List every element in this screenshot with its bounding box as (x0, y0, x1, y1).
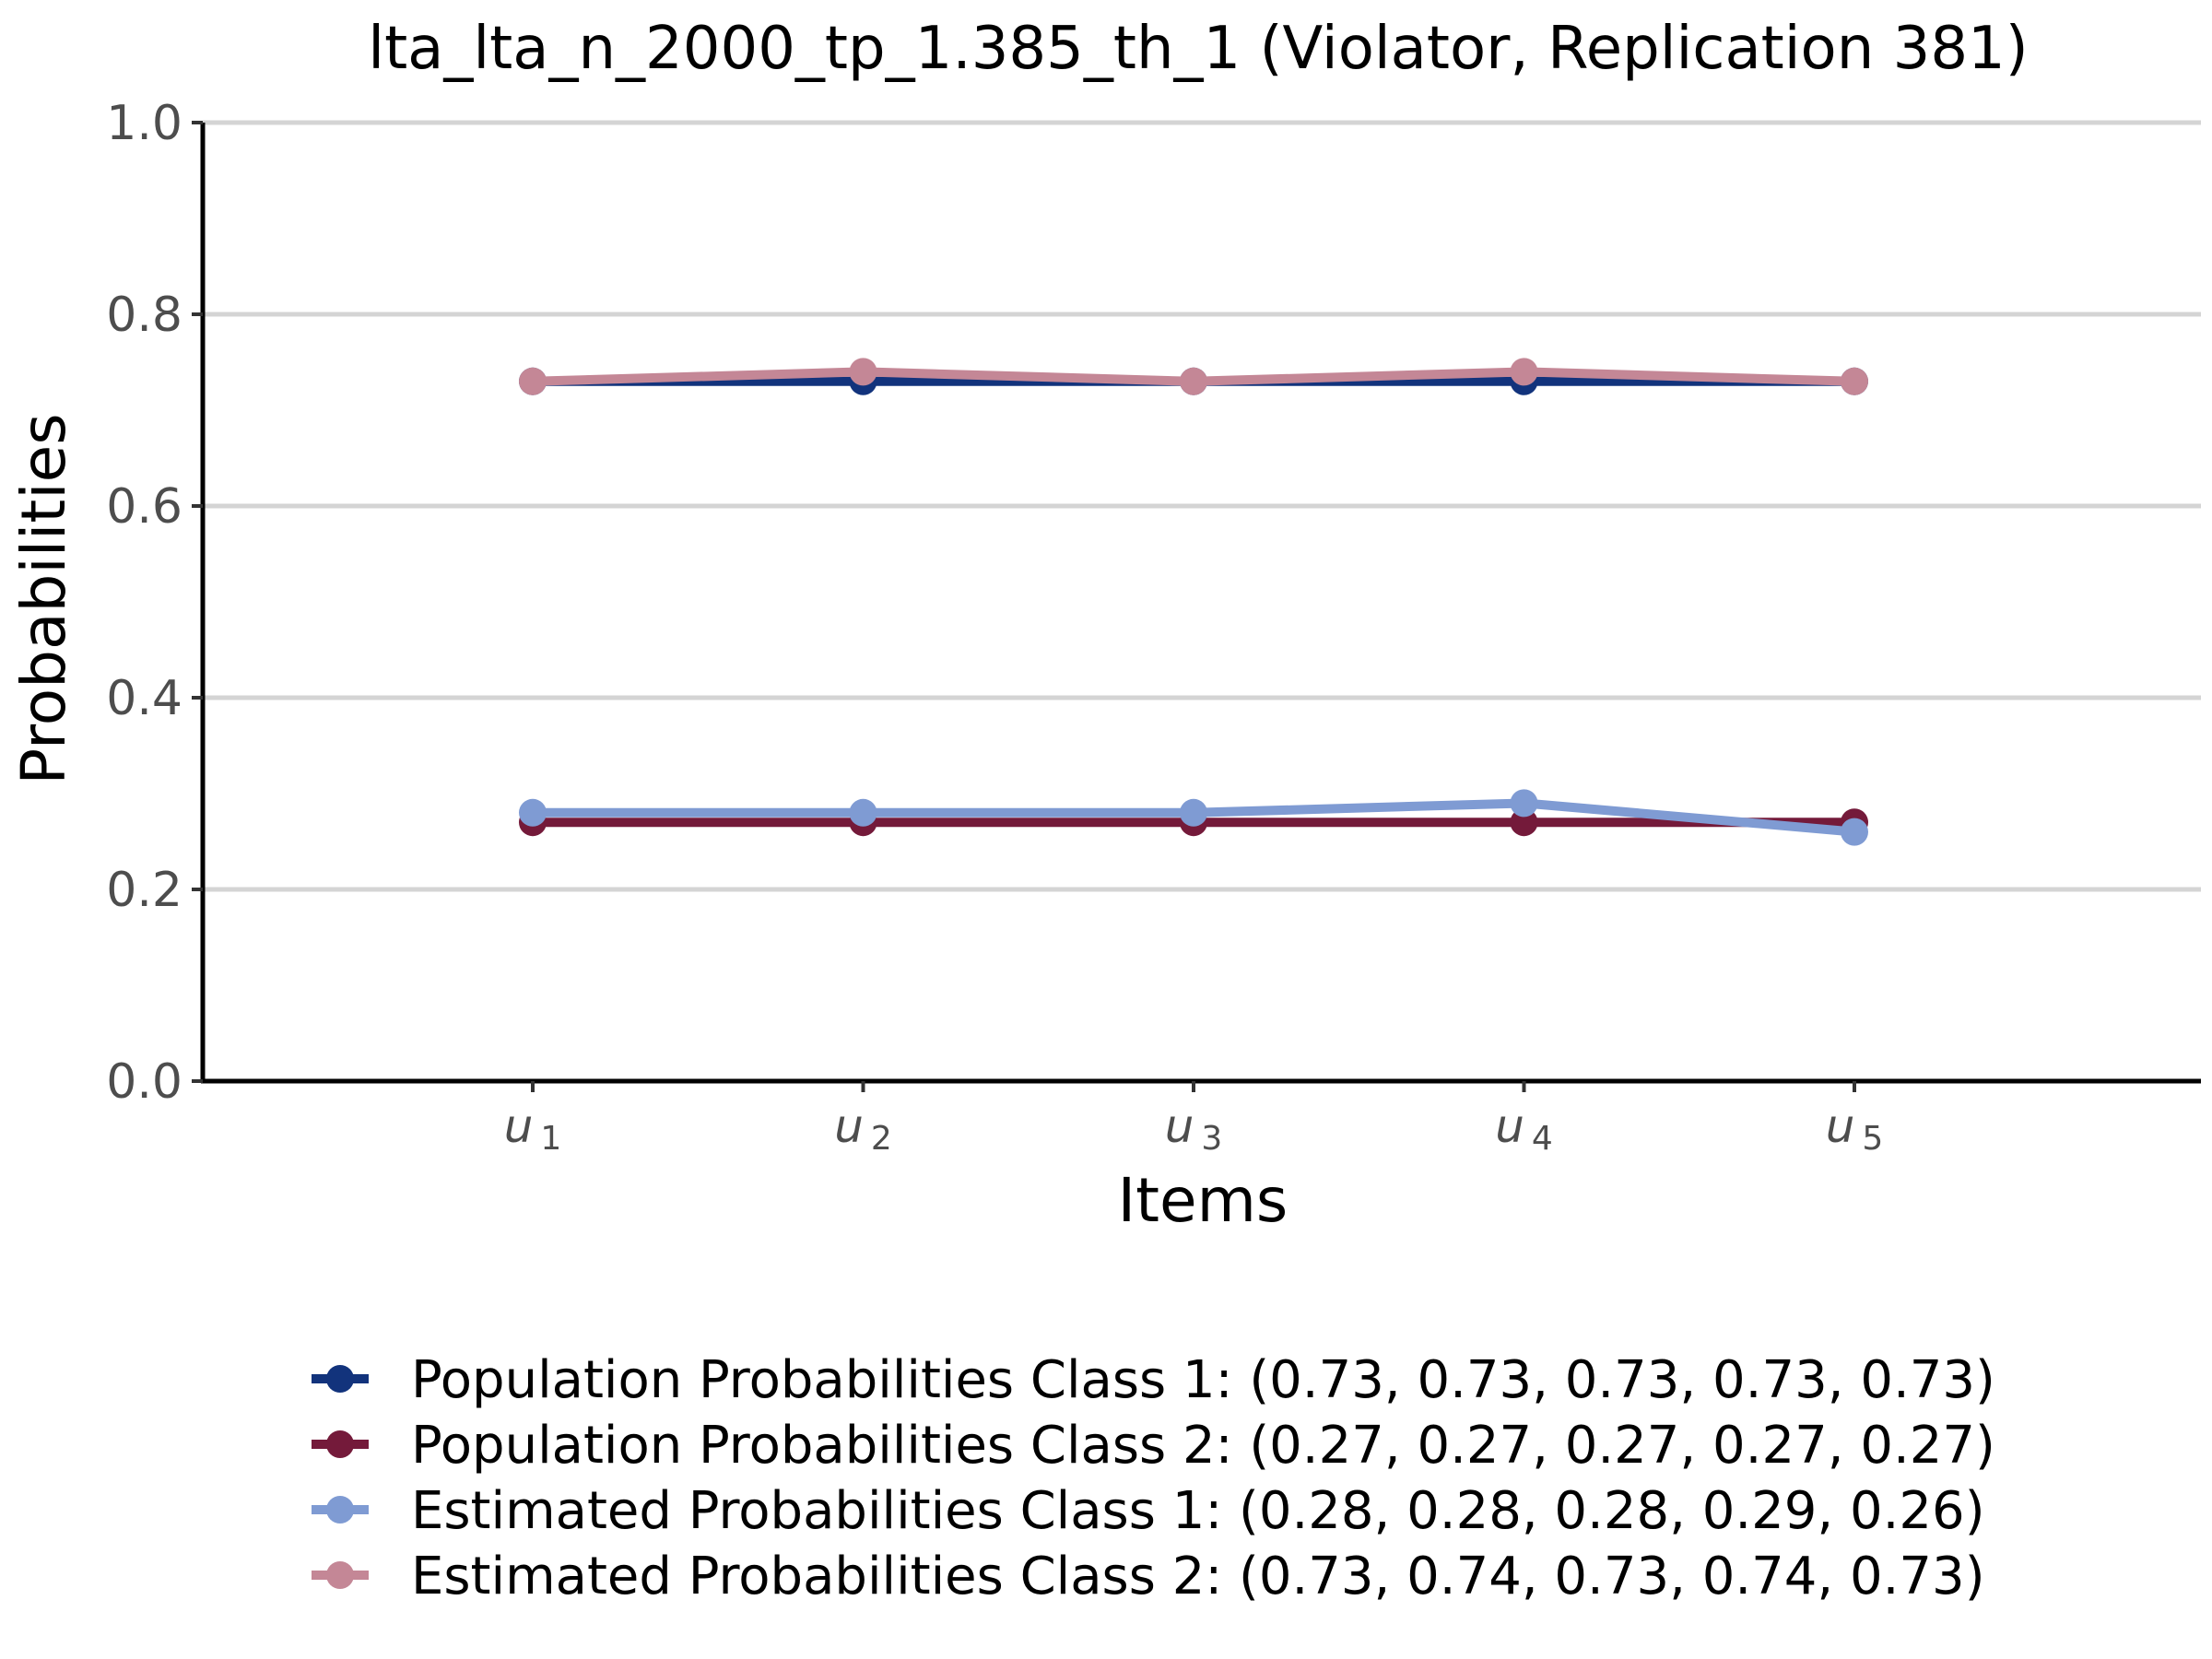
data-point (1510, 789, 1538, 818)
axes (200, 123, 2201, 1084)
y-tick-label: 0.0 (106, 1054, 182, 1110)
legend-key-point (326, 1430, 354, 1458)
legend-key-point (326, 1365, 354, 1393)
data-point (519, 798, 547, 827)
data-point (1841, 367, 1868, 395)
series-4 (519, 358, 1868, 395)
data-point (1841, 818, 1868, 846)
y-tick-label: 0.8 (106, 288, 182, 343)
legend-key-point (326, 1561, 354, 1589)
data-point (1510, 808, 1538, 837)
chart-title: lta_lta_n_2000_tp_1.385_th_1 (Violator, … (368, 15, 2028, 83)
series-lines (519, 358, 1868, 846)
legend-item: Population Probabilities Class 1: (0.73,… (312, 1350, 1995, 1410)
legend-key-point (326, 1496, 354, 1524)
y-tick-label: 0.4 (106, 671, 182, 726)
series-3 (519, 789, 1868, 846)
legend-item: Population Probabilities Class 2: (0.27,… (312, 1416, 1995, 1476)
data-point (1510, 358, 1538, 386)
data-point (849, 358, 877, 386)
data-point (1180, 367, 1207, 395)
data-point (1180, 798, 1207, 827)
grid-lines (203, 120, 2201, 892)
data-point (849, 798, 877, 827)
legend-label: Population Probabilities Class 1: (0.73,… (411, 1350, 1995, 1410)
y-tick-label: 1.0 (106, 96, 182, 151)
legend-label: Estimated Probabilities Class 1: (0.28, … (411, 1481, 1985, 1541)
legend-item: Estimated Probabilities Class 1: (0.28, … (312, 1481, 1985, 1541)
y-axis-title: Probabilities (8, 413, 79, 784)
legend: Population Probabilities Class 1: (0.73,… (312, 1350, 1995, 1606)
legend-label: Population Probabilities Class 2: (0.27,… (411, 1416, 1995, 1476)
y-axis-ticks: 0.0 0.2 0.4 0.6 0.8 1.0 (106, 96, 203, 1110)
y-tick-label: 0.6 (106, 479, 182, 535)
y-tick-label: 0.2 (106, 863, 182, 918)
legend-label: Estimated Probabilities Class 2: (0.73, … (411, 1547, 1985, 1606)
x-axis-title: Items (1118, 1165, 1288, 1236)
data-point (519, 367, 547, 395)
legend-item: Estimated Probabilities Class 2: (0.73, … (312, 1547, 1985, 1606)
